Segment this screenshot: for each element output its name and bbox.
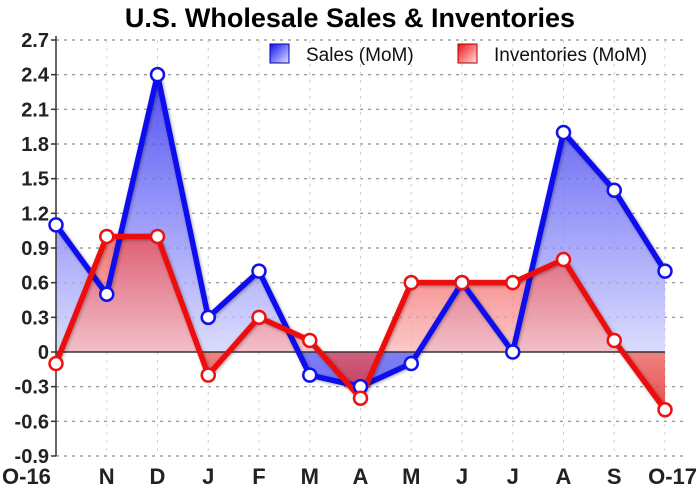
axes [51,36,665,457]
y-tick-label: 2.1 [21,99,49,121]
legend-label-sales: Sales (MoM) [306,45,414,66]
x-tick-label: A [353,464,369,489]
x-tick-label: O-16 [2,464,51,489]
inventories-point [48,355,64,372]
chart-title: U.S. Wholesale Sales & Inventories [125,3,575,33]
x-tick-labels: O-16 N D J F M A M J J A S O-17 [2,464,697,489]
inventories-point [99,228,115,245]
y-tick-label: 0.6 [21,273,49,295]
inventories-point [251,309,267,326]
y-tick-label: 0.9 [21,238,49,260]
x-tick-label: M [301,464,319,489]
sales-point [200,309,216,326]
sales-point [555,124,572,141]
sales-point [606,182,622,198]
y-tick-label: 0.3 [21,307,49,329]
x-tick-label: J [202,464,214,489]
x-tick-label: D [150,464,166,489]
y-tick-label: 1.8 [21,134,49,156]
sales-point [48,217,64,233]
inventories-point [657,402,673,418]
x-tick-label: N [99,464,115,489]
inventories-point [302,332,318,349]
inventories-area-positive [56,236,665,352]
inventories-point [606,332,622,349]
inventories-point [149,228,166,245]
x-tick-label: F [252,464,265,489]
x-tick-label: S [607,464,622,489]
y-tick-label: 1.2 [21,203,49,225]
inventories-point [200,367,216,383]
x-tick-label: A [556,464,572,489]
inventories-point [454,274,470,291]
sales-point [302,367,318,383]
sales-point [505,344,521,360]
sales-point [657,263,673,279]
x-tick-label: J [456,464,468,489]
y-tick-label: -0.3 [15,377,49,399]
inventories-point [352,390,369,406]
x-tick-label: O-17 [648,464,697,489]
y-tick-label: 0 [38,342,49,364]
legend-swatch-inventories [457,43,478,64]
y-tick-label: -0.6 [15,411,49,433]
sales-point [149,66,166,83]
series-points [48,66,673,418]
sales-point [99,286,115,302]
legend: Sales (MoM) Inventories (MoM) [269,43,647,66]
x-tick-label: J [507,464,519,489]
sales-point [251,263,267,279]
legend-label-inventories: Inventories (MoM) [494,45,647,66]
inventories-point [555,251,572,268]
legend-swatch-sales [269,43,290,64]
x-tick-label: M [402,464,420,489]
y-tick-label: 2.7 [21,30,49,52]
y-tick-labels: 2.7 2.4 2.1 1.8 1.5 1.2 0.9 0.6 0.3 0 -0.3 -0.6 -0.9 [15,30,50,468]
y-tick-label: -0.9 [15,446,49,468]
y-tick-label: 2.4 [21,65,50,87]
y-tick-label: 1.5 [21,169,49,191]
inventories-point [403,274,419,291]
inventories-point [505,274,521,291]
sales-point [403,355,419,372]
